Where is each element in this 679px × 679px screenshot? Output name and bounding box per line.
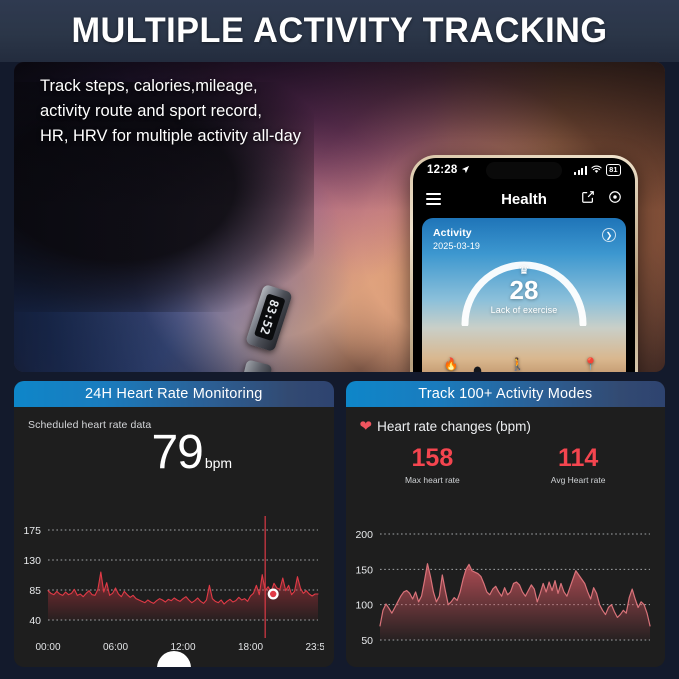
- max-heart-rate-caption: Max heart rate: [404, 475, 460, 485]
- page-title: MULTIPLE ACTIVITY TRACKING: [71, 11, 608, 50]
- panel-left-body: Scheduled heart rate data 79 bpm 40 85 130…: [14, 407, 334, 667]
- svg-text:18:00: 18:00: [238, 642, 263, 653]
- right-chart-area[interactable]: 50 100 150 200: [346, 512, 666, 667]
- app-title: Health: [501, 190, 547, 208]
- svg-text:175: 175: [23, 525, 41, 537]
- panel-right-body: ❤ Heart rate changes (bpm) 158 Max heart…: [346, 407, 666, 667]
- current-bpm-unit: bpm: [204, 455, 233, 471]
- svg-text:00:00: 00:00: [35, 642, 60, 653]
- phone-screen: 12:28 81: [413, 158, 635, 372]
- gauge-center-content: ♛ 28 Lack of exercise: [457, 264, 591, 315]
- svg-text:50: 50: [361, 635, 373, 647]
- flame-icon: 🔥: [443, 356, 459, 371]
- share-icon[interactable]: [581, 190, 595, 209]
- heart-rate-stats: 158 Max heart rate 114 Avg Heart rate: [360, 444, 652, 486]
- heart-icon: ❤: [359, 418, 373, 435]
- app-bar-actions: [581, 190, 622, 209]
- phone-app-bar: Health: [413, 182, 635, 216]
- current-bpm-value: 79: [151, 426, 203, 479]
- current-bpm-row: 79 bpm: [28, 429, 320, 477]
- cellular-signal-icon: [574, 165, 587, 175]
- left-chart-area[interactable]: 40 85 130 175 00:00 06:00 12:00 18:00 23:59: [14, 512, 334, 667]
- panel-heart-rate-monitoring: 24H Heart Rate Monitoring Scheduled hear…: [14, 381, 334, 667]
- max-heart-rate-value: 158: [411, 444, 454, 472]
- location-arrow-icon: [461, 165, 470, 176]
- svg-text:150: 150: [355, 564, 373, 576]
- svg-text:85: 85: [29, 585, 41, 597]
- page-header: MULTIPLE ACTIVITY TRACKING: [0, 0, 679, 62]
- panel-left-title: 24H Heart Rate Monitoring: [14, 381, 334, 407]
- svg-text:100: 100: [355, 600, 373, 612]
- phone-status-bar: 12:28 81: [413, 158, 635, 182]
- activity-score-gauge: ♛ 28 Lack of exercise: [457, 252, 591, 328]
- svg-text:23:59: 23:59: [305, 642, 324, 653]
- activity-score-value: 28: [509, 275, 539, 305]
- hamburger-menu-icon[interactable]: [426, 193, 441, 205]
- activity-card-label: Activity: [433, 227, 472, 239]
- status-indicators: 81: [574, 161, 621, 179]
- phone-mockup: 12:28 81: [410, 155, 638, 372]
- avg-heart-rate-caption: Avg Heart rate: [550, 475, 606, 485]
- location-pin-icon: 📍: [583, 356, 599, 371]
- heart-rate-24h-chart[interactable]: 40 85 130 175 00:00 06:00 12:00 18:00 23:59: [14, 512, 331, 662]
- panel-right-title: Track 100+ Activity Modes: [345, 381, 665, 407]
- max-heart-rate-stat: 158 Max heart rate: [360, 444, 506, 486]
- wifi-icon: [591, 161, 602, 179]
- hero-line-2: activity route and sport record,: [40, 102, 262, 121]
- heart-rate-title-row: ❤ Heart rate changes (bpm): [360, 419, 652, 434]
- svg-text:130: 130: [23, 555, 41, 567]
- stat-km: 📍 0.94 Km: [576, 358, 605, 373]
- status-time: 12:28: [427, 164, 458, 176]
- activity-card-header: Activity 2025-03-19: [433, 227, 480, 251]
- chart-scrub-handle[interactable]: [156, 651, 191, 667]
- crown-icon: ♛: [518, 263, 530, 277]
- hero-line-1: Track steps, calories,mileage,: [40, 77, 258, 95]
- avg-heart-rate-value: 114: [557, 444, 599, 472]
- heart-rate-changes-label: Heart rate changes (bpm): [377, 419, 531, 434]
- hero-description: Track steps, calories,mileage, activity …: [40, 74, 301, 149]
- avg-heart-rate-stat: 114 Avg Heart rate: [505, 444, 651, 486]
- svg-text:12:00: 12:00: [170, 642, 195, 653]
- svg-text:06:00: 06:00: [103, 642, 128, 653]
- target-icon[interactable]: [608, 190, 622, 209]
- runner-silhouette: [473, 366, 482, 372]
- panel-activity-modes: Track 100+ Activity Modes ❤ Heart rate c…: [345, 381, 666, 667]
- hero-line-3: HR, HRV for multiple activity all-day: [40, 127, 302, 146]
- dynamic-island: [486, 162, 562, 179]
- battery-indicator: 81: [605, 163, 621, 177]
- walking-person-icon: 🚶: [510, 356, 526, 371]
- stat-steps: 🚶 1377 Steps: [501, 358, 534, 373]
- svg-text:200: 200: [355, 529, 373, 541]
- activity-stats-row: 🔥 55 Kcal 🚶 1377 Steps 📍 0.94 Km: [422, 358, 626, 373]
- activity-card-date: 2025-03-19: [433, 241, 481, 251]
- activity-score-note: Lack of exercise: [490, 305, 558, 316]
- activity-card[interactable]: Activity 2025-03-19 ❯ ♛ 28 Lack of exerc…: [422, 218, 626, 372]
- chevron-right-icon[interactable]: ❯: [602, 228, 616, 242]
- stat-kcal: 🔥 55 Kcal: [443, 358, 460, 373]
- scheduled-data-label: Scheduled heart rate data: [28, 419, 152, 431]
- activity-heart-rate-chart[interactable]: 50 100 150 200: [346, 512, 656, 662]
- panels-row: 24H Heart Rate Monitoring Scheduled hear…: [14, 381, 665, 667]
- hero-banner: 83:52 Track steps, calories,mileage, act…: [14, 62, 665, 372]
- gauge-arc: [461, 261, 587, 328]
- svg-text:40: 40: [29, 615, 41, 627]
